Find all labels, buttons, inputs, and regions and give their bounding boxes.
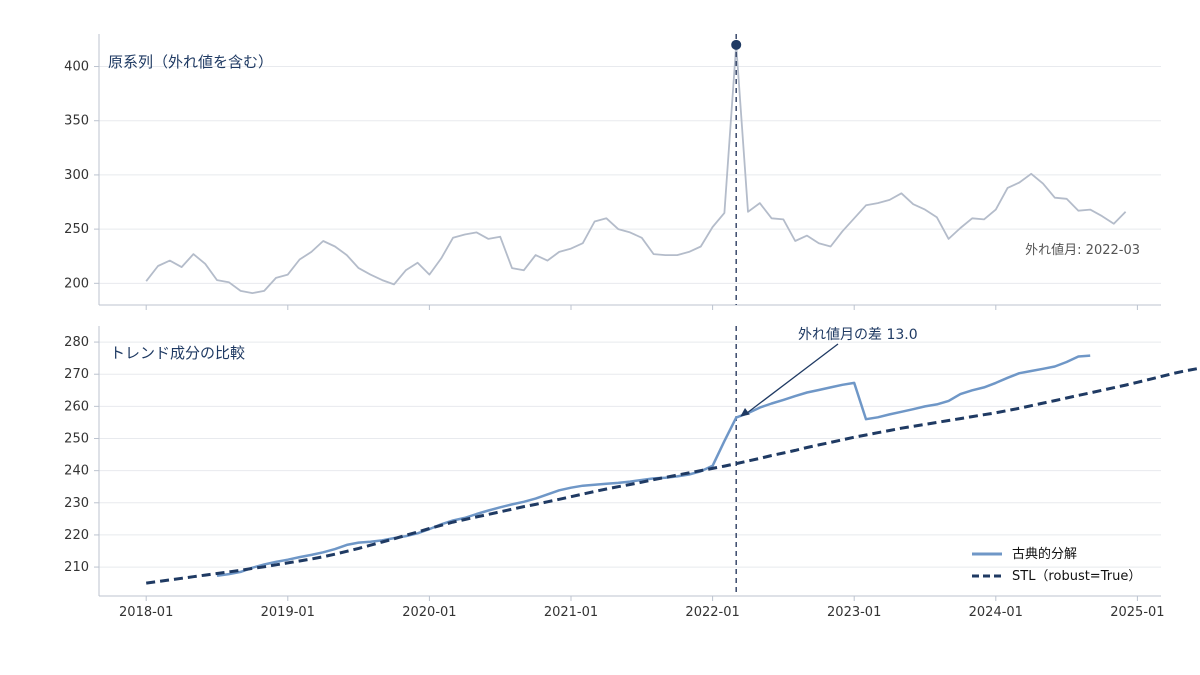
y-tick-label: 240 [64, 464, 89, 479]
x-tick-label: 2021-01 [544, 605, 598, 620]
x-tick-label: 2023-01 [827, 605, 881, 620]
x-tick-label: 2020-01 [402, 605, 456, 620]
y-tick-label: 400 [64, 60, 89, 75]
legend: 古典的分解 STL（robust=True） [972, 546, 1141, 584]
y-tick-label: 270 [64, 367, 89, 382]
y-tick-label: 260 [64, 399, 89, 414]
x-tick-label: 2019-01 [261, 605, 315, 620]
y-tick-label: 300 [64, 168, 89, 183]
y-tick-label: 250 [64, 222, 89, 237]
y-tick-label: 210 [64, 560, 89, 575]
y-tick-label: 230 [64, 496, 89, 511]
annotation-arrow-head [740, 408, 750, 417]
x-tick-label: 2018-01 [119, 605, 173, 620]
annotation-arrow-line [745, 343, 839, 415]
y-tick-label: 280 [64, 335, 89, 350]
outlier-marker [731, 39, 742, 50]
axes: 200 250 300 350 400 210 220 230 240 250 260 270 280 2… [64, 34, 1165, 620]
legend-label-stl: STL（robust=True） [1012, 569, 1141, 584]
y-tick-label: 250 [64, 432, 89, 447]
x-tick-label: 2025-01 [1110, 605, 1164, 620]
outlier-month-note: 外れ値月: 2022-03 [1025, 242, 1140, 258]
y-tick-label: 220 [64, 528, 89, 543]
legend-label-classical: 古典的分解 [1012, 546, 1077, 562]
stl-trend-line [145, 366, 1200, 585]
outlier-difference-annotation: 外れ値月の差 13.0 [798, 327, 918, 343]
top-panel-title: 原系列（外れ値を含む） [108, 53, 273, 71]
original-series-line [145, 43, 1127, 295]
x-tick-label: 2024-01 [969, 605, 1023, 620]
y-tick-label: 350 [64, 114, 89, 129]
x-tick-label: 2022-01 [685, 605, 739, 620]
top-grid [99, 66, 1161, 284]
chart-marks [145, 34, 1200, 596]
bottom-panel-title: トレンド成分の比較 [110, 344, 245, 362]
y-tick-label: 200 [64, 276, 89, 291]
bottom-grid [99, 341, 1161, 568]
